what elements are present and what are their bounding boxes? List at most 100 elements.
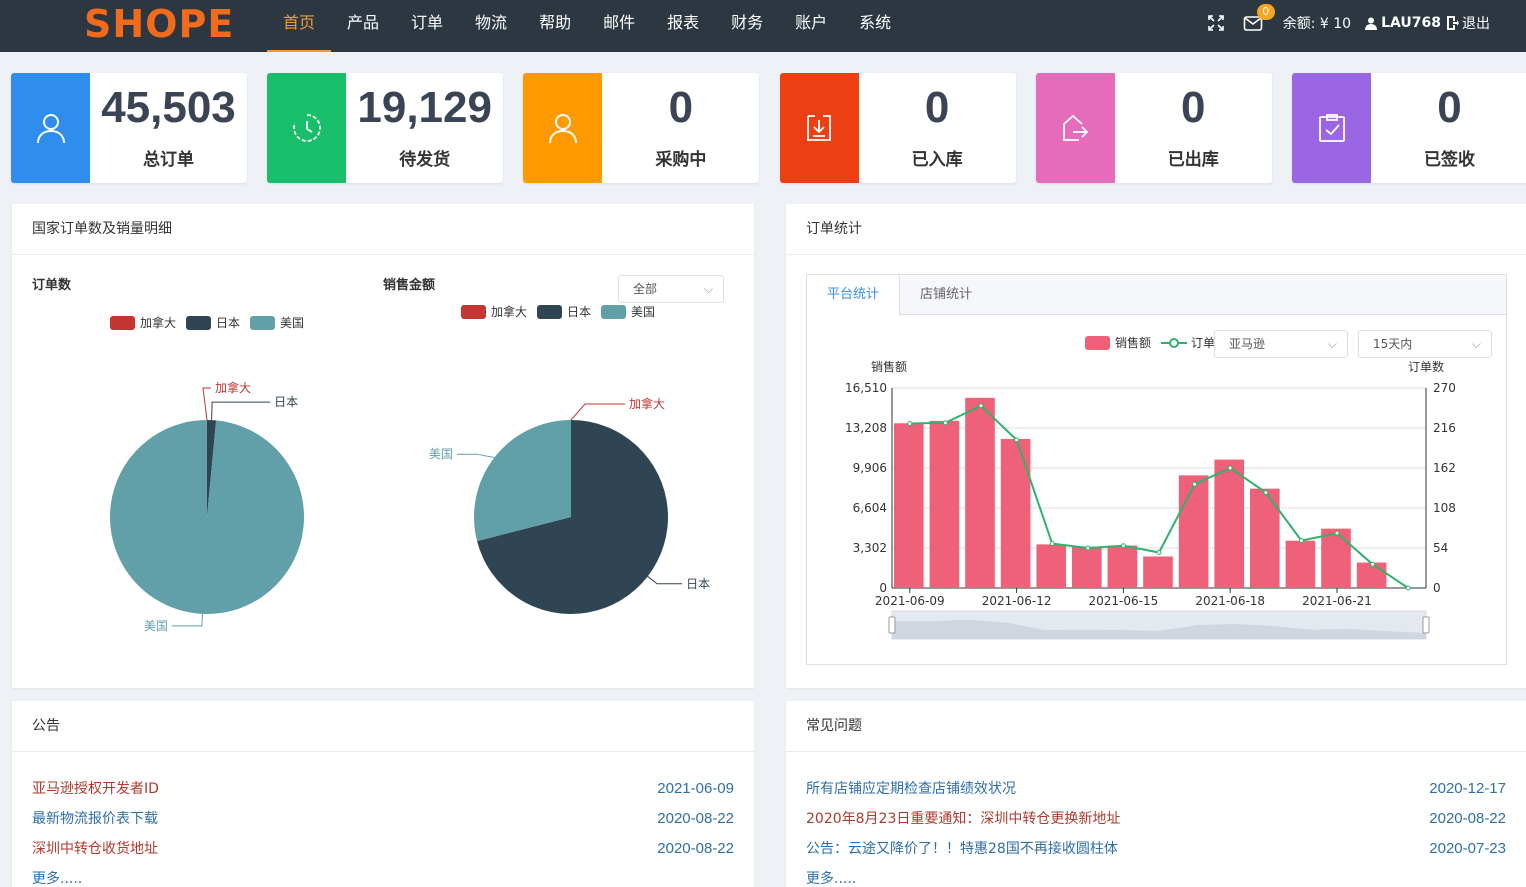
- chevron-down-icon: ⌵: [1471, 337, 1481, 351]
- orders-point-2021-06-10[interactable]: [942, 420, 948, 426]
- pie-slice-1[interactable]: [207, 420, 217, 517]
- pie-leader-line: [647, 576, 683, 585]
- pie-slice-2[interactable]: [110, 419, 304, 614]
- y-tick-right: 216: [1433, 421, 1456, 435]
- list-item-title[interactable]: 深圳中转仓收货地址: [32, 841, 158, 857]
- pie-leader-line: [171, 613, 203, 627]
- logout-icon[interactable]: [1447, 16, 1459, 30]
- pie-label: 加拿大: [215, 380, 251, 395]
- bar-2021-06-16[interactable]: [1143, 556, 1173, 588]
- fullscreen-icon[interactable]: [1207, 14, 1225, 32]
- list-item-date: 2020-08-22: [657, 810, 734, 827]
- nav-item-2[interactable]: 订单: [411, 13, 444, 32]
- orders-point-2021-06-14[interactable]: [1085, 545, 1091, 551]
- orders-point-2021-06-18[interactable]: [1227, 465, 1233, 471]
- user-icon: [523, 73, 603, 183]
- list-item-title[interactable]: 2020年8月23日重要通知：深圳中转仓更换新地址: [806, 811, 1121, 827]
- stat-card-5[interactable]: 0 已签收: [1292, 73, 1526, 183]
- stat-card-2[interactable]: 0 采购中: [523, 73, 760, 183]
- nav-item-9[interactable]: 系统: [859, 13, 892, 32]
- orders-point-2021-06-15[interactable]: [1120, 543, 1126, 549]
- tab-store[interactable]: 店铺统计: [920, 287, 973, 302]
- orders-point-2021-06-09[interactable]: [907, 421, 913, 427]
- more-link[interactable]: 更多.....: [806, 871, 857, 887]
- bar-2021-06-10[interactable]: [929, 420, 960, 588]
- tab-platform[interactable]: 平台统计: [807, 275, 901, 316]
- nav-item-7[interactable]: 财务: [731, 13, 764, 32]
- bar-2021-06-22[interactable]: [1356, 562, 1387, 588]
- nav-item-5[interactable]: 邮件: [603, 13, 636, 32]
- range-select[interactable]: 15天内 ⌵: [1358, 330, 1492, 358]
- x-tick-label: 2021-06-15: [1089, 594, 1159, 608]
- legend-item-orders[interactable]: 订单: [1161, 334, 1215, 351]
- more-link[interactable]: 更多.....: [32, 871, 83, 887]
- legend-item-0[interactable]: 加拿大: [461, 303, 527, 320]
- legend-item-1[interactable]: 日本: [186, 314, 240, 331]
- orders-point-2021-06-21[interactable]: [1334, 530, 1340, 536]
- bar-2021-06-20[interactable]: [1285, 540, 1316, 588]
- stat-value: 45,503: [101, 83, 236, 132]
- bar-2021-06-14[interactable]: [1072, 546, 1102, 588]
- orders-point-2021-06-16[interactable]: [1156, 549, 1162, 555]
- balance-text: 余额: ¥ 10: [1282, 16, 1352, 32]
- bar-2021-06-18[interactable]: [1214, 459, 1244, 588]
- stat-card-0[interactable]: 45,503 总订单: [11, 73, 247, 183]
- legend-label: 日本: [567, 305, 592, 319]
- orders-point-2021-06-23[interactable]: [1405, 585, 1411, 591]
- pie-slice-2[interactable]: [474, 420, 571, 542]
- legend-item-0[interactable]: 加拿大: [110, 314, 176, 331]
- platform-select[interactable]: 亚马逊 ⌵: [1214, 330, 1348, 358]
- mail-icon[interactable]: 0: [1243, 4, 1275, 32]
- logout-link[interactable]: 退出: [1462, 16, 1490, 32]
- y-tick-right: 108: [1433, 501, 1456, 515]
- legend-item-2[interactable]: 美国: [601, 303, 655, 320]
- y-axis-title-right: 订单数: [1408, 359, 1444, 374]
- mail-badge: 0: [1256, 4, 1275, 20]
- pie-slice-1[interactable]: [477, 420, 668, 614]
- legend-label: 美国: [631, 305, 656, 319]
- legend-swatch: [110, 315, 135, 330]
- stat-label: 已签收: [1424, 150, 1475, 170]
- list-item-title[interactable]: 公告：云途又降价了！！特惠28国不再接收圆柱体: [806, 841, 1118, 857]
- stat-card-3[interactable]: 0 已入库: [779, 73, 1016, 183]
- legend-item-1[interactable]: 日本: [537, 303, 591, 320]
- nav-item-1[interactable]: 产品: [347, 13, 380, 32]
- nav-item-8[interactable]: 账户: [795, 13, 828, 32]
- orders-point-2021-06-19[interactable]: [1263, 489, 1269, 495]
- orders-point-2021-06-11[interactable]: [978, 403, 984, 409]
- data-zoom-handle-left[interactable]: [888, 616, 896, 634]
- country-filter-select[interactable]: 全部 ⌵: [618, 275, 724, 303]
- nav-item-3[interactable]: 物流: [475, 13, 508, 32]
- orders-point-2021-06-12[interactable]: [1014, 437, 1020, 443]
- nav-item-4[interactable]: 帮助: [539, 13, 572, 32]
- bar-2021-06-17[interactable]: [1178, 475, 1209, 588]
- y-tick-left: 6,604: [853, 501, 887, 515]
- bar-2021-06-11[interactable]: [965, 397, 995, 588]
- stat-card-1[interactable]: 19,129 待发货: [267, 73, 504, 183]
- bar-2021-06-21[interactable]: [1321, 528, 1351, 588]
- legend-item-2[interactable]: 美国: [250, 314, 304, 331]
- list-item-title[interactable]: 所有店铺应定期检查店铺绩效状况: [806, 781, 1016, 797]
- data-zoom-handle-right[interactable]: [1422, 616, 1430, 634]
- list-item-title[interactable]: 最新物流报价表下载: [32, 811, 158, 827]
- download-icon: [779, 73, 859, 183]
- orders-point-2021-06-22[interactable]: [1370, 561, 1376, 567]
- bar-2021-06-09[interactable]: [894, 423, 924, 588]
- username[interactable]: LAU768: [1381, 15, 1441, 31]
- bar-2021-06-15[interactable]: [1107, 545, 1138, 588]
- list-item-title[interactable]: 亚马逊授权开发者ID: [32, 781, 159, 797]
- orders-point-2021-06-20[interactable]: [1298, 538, 1304, 544]
- stat-value: 19,129: [357, 83, 492, 132]
- pie-legend-orders: 加拿大 日本 美国: [110, 314, 314, 331]
- shope-logo[interactable]: SHOPE: [84, 4, 234, 44]
- nav-item-6[interactable]: 报表: [667, 13, 700, 32]
- bar-2021-06-12[interactable]: [1000, 438, 1031, 588]
- notice-panel: 公告 亚马逊授权开发者ID 2021-06-09 最新物流报价表下载 2020-08-…: [12, 701, 754, 887]
- orders-point-2021-06-17[interactable]: [1192, 481, 1198, 487]
- pie-leader-line: [211, 401, 271, 421]
- nav-item-0[interactable]: 首页: [267, 0, 332, 52]
- orders-point-2021-06-13[interactable]: [1049, 541, 1055, 547]
- legend-item-sales[interactable]: 销售额: [1085, 334, 1151, 351]
- bar-2021-06-13[interactable]: [1036, 544, 1066, 588]
- stat-card-4[interactable]: 0 已出库: [1035, 73, 1272, 183]
